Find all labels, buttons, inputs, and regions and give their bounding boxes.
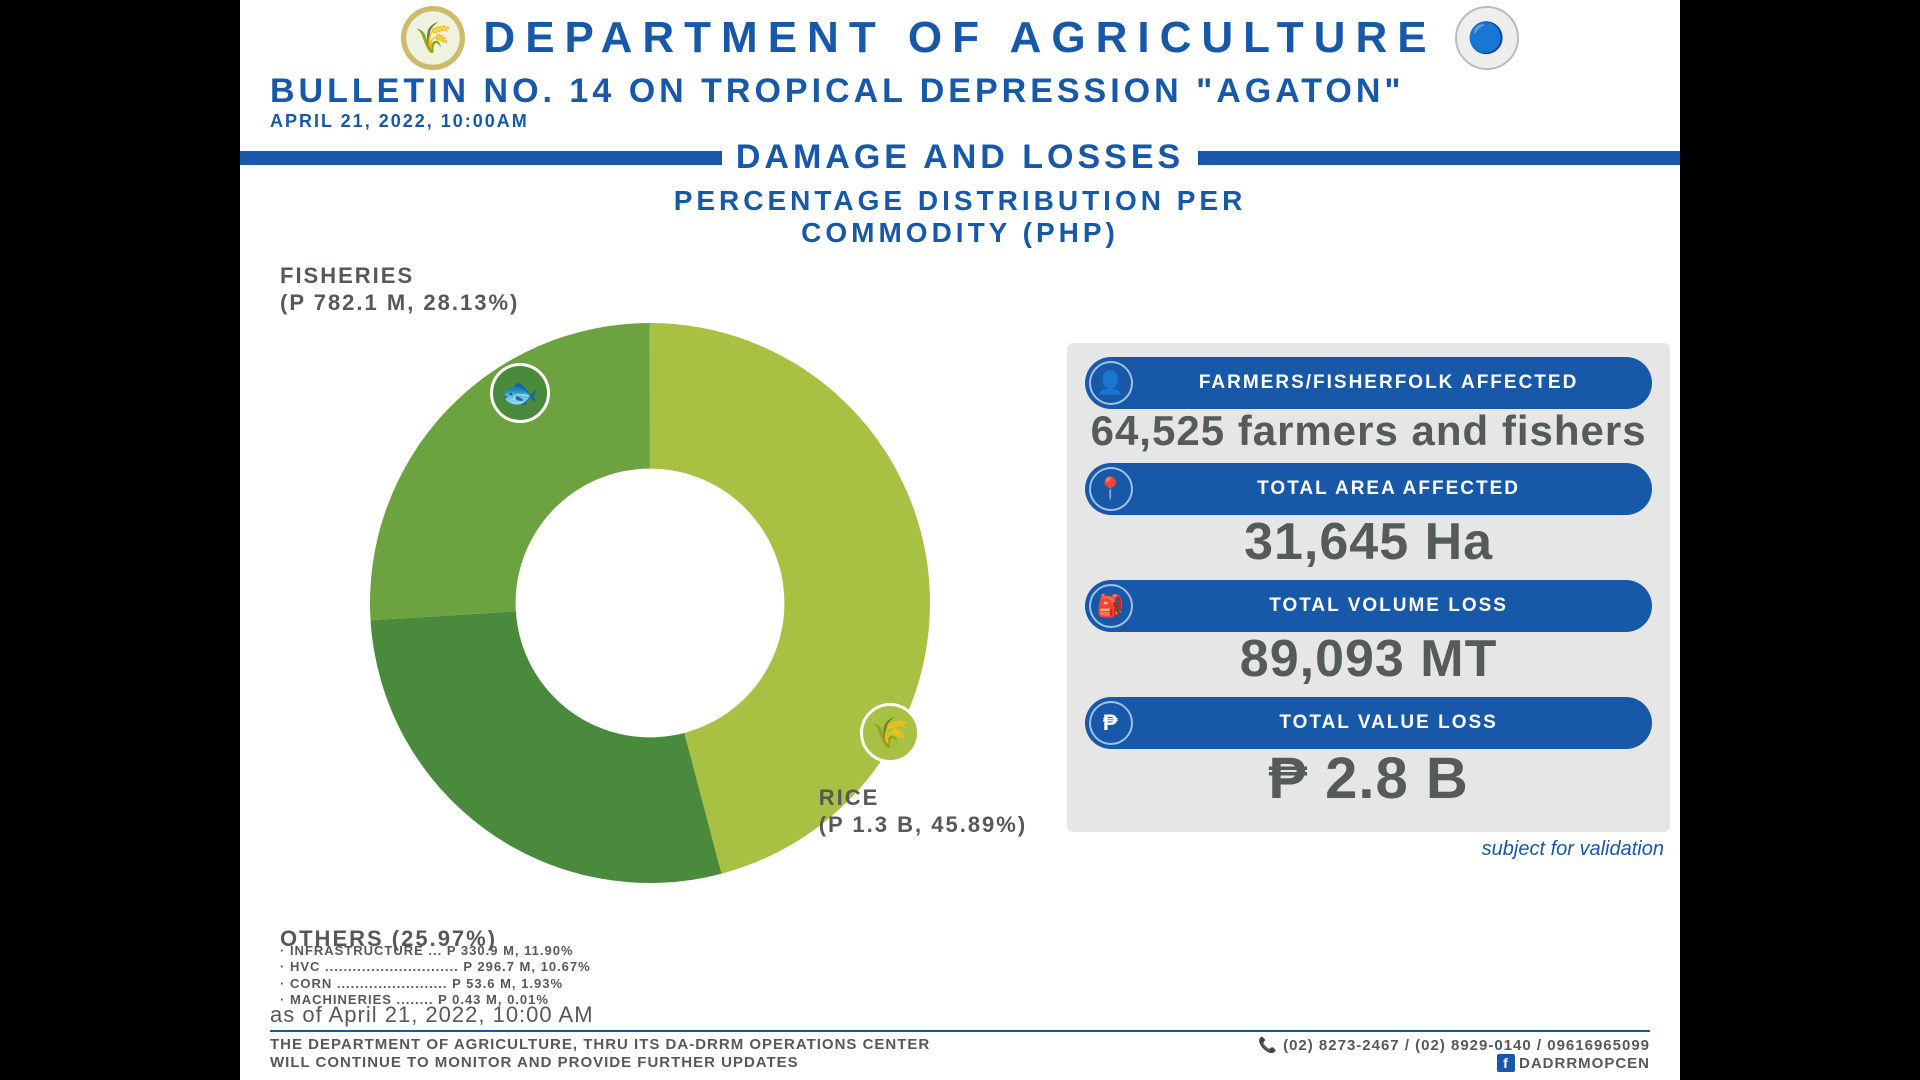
footer-phones: (02) 8273-2467 / (02) 8929-0140 / 096169… — [1283, 1037, 1650, 1054]
chart-area: FISHERIES (P 782.1 M, 28.13%) 🐟 🌾 RICE (… — [280, 253, 1047, 998]
rice-value: (P 1.3 B, 45.89%) — [819, 812, 1027, 837]
section-bar-left — [240, 151, 722, 165]
footer-line1: THE DEPARTMENT OF AGRICULTURE, THRU ITS … — [270, 1036, 930, 1053]
stat-pill: 📍 TOTAL AREA AFFECTED — [1085, 463, 1652, 515]
bulletin-page: 🌾 DEPARTMENT OF AGRICULTURE 🔵 BULLETIN N… — [240, 0, 1680, 1080]
footer-contacts: 📞 (02) 8273-2467 / (02) 8929-0140 / 0961… — [1258, 1036, 1650, 1072]
section-bar-right — [1198, 151, 1680, 165]
subhead-line1: PERCENTAGE DISTRIBUTION PER — [674, 185, 1247, 216]
department-title: DEPARTMENT OF AGRICULTURE — [483, 13, 1436, 63]
rice-title: RICE — [819, 785, 880, 810]
stat-value: 89,093 MT — [1085, 632, 1652, 691]
farmer-icon: 👤 — [1089, 361, 1133, 405]
stats-panel: 👤 FARMERS/FISHERFOLK AFFECTED 64,525 farme… — [1067, 253, 1670, 998]
stat-pill: 🎒 TOTAL VOLUME LOSS — [1085, 580, 1652, 632]
da-seal-icon: 🌾 — [401, 6, 465, 70]
facebook-icon: f — [1497, 1054, 1515, 1072]
bulletin-title: BULLETIN NO. 14 ON TROPICAL DEPRESSION "… — [240, 70, 1680, 111]
others-row: · CORN ........................ P 53.6 M… — [280, 976, 591, 992]
footer-note: THE DEPARTMENT OF AGRICULTURE, THRU ITS … — [270, 1036, 930, 1072]
stat-label: TOTAL AREA AFFECTED — [1145, 478, 1632, 500]
fish-icon: 🐟 — [490, 363, 550, 423]
stats-box: 👤 FARMERS/FISHERFOLK AFFECTED 64,525 farme… — [1067, 343, 1670, 831]
footer-line2: WILL CONTINUE TO MONITOR AND PROVIDE FUR… — [270, 1054, 799, 1071]
others-row: · MACHINERIES ........ P 0.43 M, 0.01% — [280, 992, 591, 1008]
rice-label: RICE (P 1.3 B, 45.89%) — [819, 785, 1027, 838]
stat-value: ₱ 2.8 B — [1085, 749, 1652, 814]
fisheries-value: (P 782.1 M, 28.13%) — [280, 290, 519, 315]
footer-row: THE DEPARTMENT OF AGRICULTURE, THRU ITS … — [270, 1030, 1650, 1072]
bulletin-datetime: APRIL 21, 2022, 10:00AM — [240, 111, 1680, 138]
others-breakdown: · INFRASTRUCTURE ... P 330.9 M, 11.90%· … — [280, 943, 591, 1008]
footer-fb: DADRRMOPCEN — [1519, 1055, 1650, 1072]
donut-segment-fisheries — [371, 612, 722, 884]
others-row: · INFRASTRUCTURE ... P 330.9 M, 11.90% — [280, 943, 591, 959]
partner-seal-icon: 🔵 — [1455, 6, 1519, 70]
stat-value: 31,645 Ha — [1085, 515, 1652, 574]
others-row: · HVC ............................. P 29… — [280, 959, 591, 975]
chart-subhead: PERCENTAGE DISTRIBUTION PER COMMODITY (P… — [240, 177, 1680, 253]
sack-icon: 🎒 — [1089, 584, 1133, 628]
fisheries-label: FISHERIES (P 782.1 M, 28.13%) — [280, 263, 519, 316]
stat-value: 64,525 farmers and fishers — [1085, 409, 1652, 457]
header-band: 🌾 DEPARTMENT OF AGRICULTURE 🔵 — [240, 0, 1680, 70]
stat-pill: 👤 FARMERS/FISHERFOLK AFFECTED — [1085, 357, 1652, 409]
stat-pill: ₱ TOTAL VALUE LOSS — [1085, 697, 1652, 749]
section-label: DAMAGE AND LOSSES — [736, 138, 1184, 177]
section-band: DAMAGE AND LOSSES — [240, 138, 1680, 177]
area-icon: 📍 — [1089, 467, 1133, 511]
validation-note: subject for validation — [1067, 832, 1670, 861]
stat-label: TOTAL VOLUME LOSS — [1145, 595, 1632, 617]
peso-icon: ₱ — [1089, 701, 1133, 745]
main-content: FISHERIES (P 782.1 M, 28.13%) 🐟 🌾 RICE (… — [240, 253, 1680, 998]
fisheries-title: FISHERIES — [280, 263, 414, 288]
stat-label: FARMERS/FISHERFOLK AFFECTED — [1145, 372, 1632, 394]
stat-label: TOTAL VALUE LOSS — [1145, 712, 1632, 734]
rice-icon: 🌾 — [860, 703, 920, 763]
subhead-line2: COMMODITY (PHP) — [801, 217, 1119, 248]
footer: as of April 21, 2022, 10:00 AM THE DEPAR… — [240, 998, 1680, 1080]
